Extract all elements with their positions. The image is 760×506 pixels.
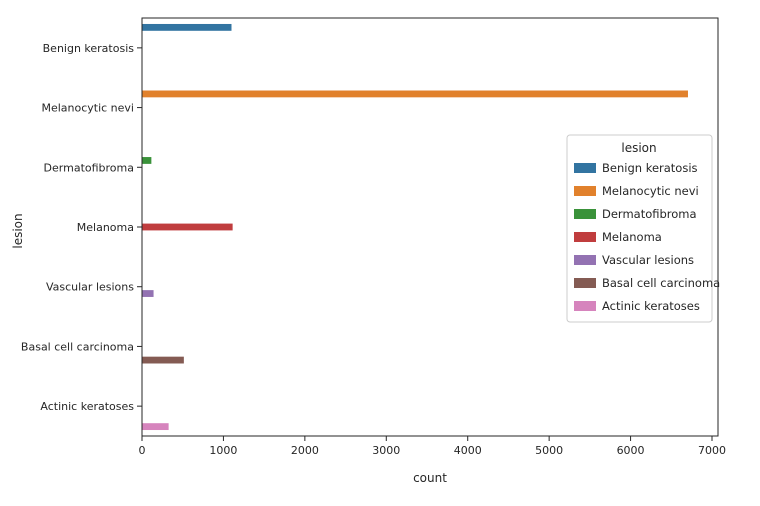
x-tick-label: 7000 bbox=[698, 444, 726, 457]
x-axis-title: count bbox=[413, 471, 447, 485]
legend-swatch bbox=[574, 301, 596, 311]
x-tick-label: 3000 bbox=[372, 444, 400, 457]
y-axis-title: lesion bbox=[11, 213, 25, 248]
bar-melanoma bbox=[142, 223, 233, 231]
legend-label: Basal cell carcinoma bbox=[602, 276, 720, 290]
y-tick-label: Basal cell carcinoma bbox=[21, 340, 134, 353]
legend-label: Benign keratosis bbox=[602, 161, 698, 175]
bar-basal-cell-carcinoma bbox=[142, 356, 184, 364]
bars-layer bbox=[142, 23, 688, 431]
legend-label: Vascular lesions bbox=[602, 253, 694, 267]
legend-label: Melanoma bbox=[602, 230, 662, 244]
legend-label: Actinic keratoses bbox=[602, 299, 700, 313]
y-tick-label: Benign keratosis bbox=[43, 42, 135, 55]
y-tick-label: Dermatofibroma bbox=[44, 161, 134, 174]
bar-actinic-keratoses bbox=[142, 423, 169, 431]
legend-label: Dermatofibroma bbox=[602, 207, 697, 221]
bar-benign-keratosis bbox=[142, 23, 232, 31]
bar-vascular-lesions bbox=[142, 290, 154, 297]
y-tick-label: Melanocytic nevi bbox=[41, 102, 134, 115]
y-tick-label: Melanoma bbox=[77, 221, 134, 234]
legend-swatch bbox=[574, 255, 596, 265]
legend-swatch bbox=[574, 232, 596, 242]
legend-swatch bbox=[574, 278, 596, 288]
x-tick-label: 0 bbox=[139, 444, 146, 457]
legend-box bbox=[566, 134, 713, 323]
legend-title: lesion bbox=[621, 141, 656, 155]
y-tick-label: Actinic keratoses bbox=[40, 400, 134, 413]
y-tick-label: Vascular lesions bbox=[46, 281, 134, 294]
bar-melanocytic-nevi bbox=[142, 90, 688, 98]
legend-entries: Benign keratosis Melanocytic nevi Dermatof… bbox=[574, 161, 720, 313]
legend-swatch bbox=[574, 209, 596, 219]
x-tick-label: 4000 bbox=[454, 444, 482, 457]
legend-swatch bbox=[574, 186, 596, 196]
legend-swatch bbox=[574, 163, 596, 173]
bar-dermatofibroma bbox=[142, 157, 152, 164]
x-tick-label: 2000 bbox=[291, 444, 319, 457]
x-tick-label: 5000 bbox=[535, 444, 563, 457]
legend-label: Melanocytic nevi bbox=[602, 184, 699, 198]
x-tick-label: 1000 bbox=[209, 444, 237, 457]
y-axis-ticks: Benign keratosis Melanocytic nevi Dermatof… bbox=[21, 42, 142, 413]
x-tick-label: 6000 bbox=[617, 444, 645, 457]
legend: lesion Benign keratosis Melanocytic nevi D… bbox=[566, 134, 720, 323]
x-axis-ticks: 0 1000 2000 3000 4000 5000 6000 7000 bbox=[139, 436, 726, 457]
